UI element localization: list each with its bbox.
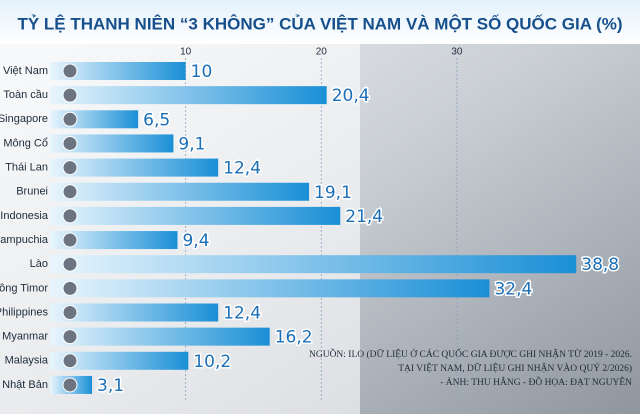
- value-label: 16,2: [275, 328, 313, 348]
- value-label: 3,1: [97, 376, 124, 396]
- y-tick-label: Brunei: [16, 186, 48, 198]
- y-tick-label: Malaysia: [5, 355, 49, 367]
- value-label: 12,4: [223, 304, 261, 324]
- y-tick-label: Việt Nam: [3, 65, 48, 77]
- bar: [50, 206, 341, 225]
- y-tick-label: Toàn cầu: [3, 89, 48, 101]
- bar: [50, 231, 178, 250]
- y-tick-label: Mông Cổ: [3, 137, 48, 149]
- bar: [50, 279, 490, 298]
- x-tick-label: 20: [316, 47, 328, 58]
- bar: [50, 86, 327, 105]
- value-label: 9,1: [178, 134, 205, 154]
- flag-icon: [62, 111, 78, 127]
- value-label: 19,1: [314, 183, 352, 203]
- flag-icon: [62, 353, 78, 369]
- bar: [50, 62, 186, 80]
- y-tick-label: Lào: [30, 258, 48, 270]
- flag-icon: [62, 256, 78, 272]
- flag-icon: [62, 208, 78, 224]
- source-note: - ẢNH: THU HẰNG - ĐỒ HỌA: ĐẠT NGUYÊN: [440, 375, 632, 388]
- flag-icon: [62, 280, 78, 296]
- value-label: 21,4: [345, 207, 383, 227]
- y-tick-label: Indonesia: [0, 210, 49, 222]
- flag-icon: [62, 160, 78, 176]
- chart-title: TỶ LỆ THANH NIÊN “3 KHÔNG” CỦA VIỆT NAM …: [17, 13, 622, 33]
- value-label: 10,2: [193, 352, 231, 372]
- value-label: 9,4: [182, 231, 209, 251]
- flag-icon: [62, 135, 78, 151]
- bar: [50, 303, 219, 322]
- y-tick-label: Campuchia: [0, 234, 49, 246]
- bar: [50, 351, 189, 370]
- header-band: [0, 0, 640, 44]
- flag-icon: [62, 63, 78, 79]
- source-note: TẠI VIỆT NAM, DỮ LIỆU GHI NHẬN VÀO QUÝ 2…: [398, 362, 632, 374]
- bar: [50, 327, 270, 346]
- value-label: 32,4: [494, 279, 532, 299]
- bar: [50, 158, 219, 177]
- flag-icon: [62, 184, 78, 200]
- source-note: NGUỒN: ILO (DỮ LIỆU Ở CÁC QUỐC GIA ĐƯỢC …: [309, 347, 632, 360]
- value-label: 20,4: [332, 86, 370, 106]
- bar: [50, 134, 174, 153]
- y-tick-label: Đông Timor: [0, 282, 48, 294]
- flag-icon: [62, 329, 78, 345]
- x-tick-label: 30: [451, 47, 463, 58]
- y-tick-label: Thái Lan: [5, 162, 48, 174]
- flag-icon: [62, 377, 78, 393]
- value-label: 6,5: [143, 110, 170, 130]
- y-tick-label: Nhật Bản: [2, 379, 48, 391]
- bar: [50, 182, 310, 201]
- value-label: 12,4: [223, 159, 261, 179]
- flag-icon: [62, 87, 78, 103]
- flag-icon: [62, 305, 78, 320]
- y-tick-label: Singapore: [0, 113, 48, 125]
- value-label: 38,8: [581, 255, 619, 275]
- value-label: 10: [191, 62, 213, 82]
- y-tick-label: Philippines: [0, 306, 48, 318]
- flag-icon: [62, 232, 78, 248]
- bar: [50, 255, 577, 274]
- y-tick-label: Myanmar: [2, 331, 48, 343]
- x-tick-label: 10: [180, 47, 192, 58]
